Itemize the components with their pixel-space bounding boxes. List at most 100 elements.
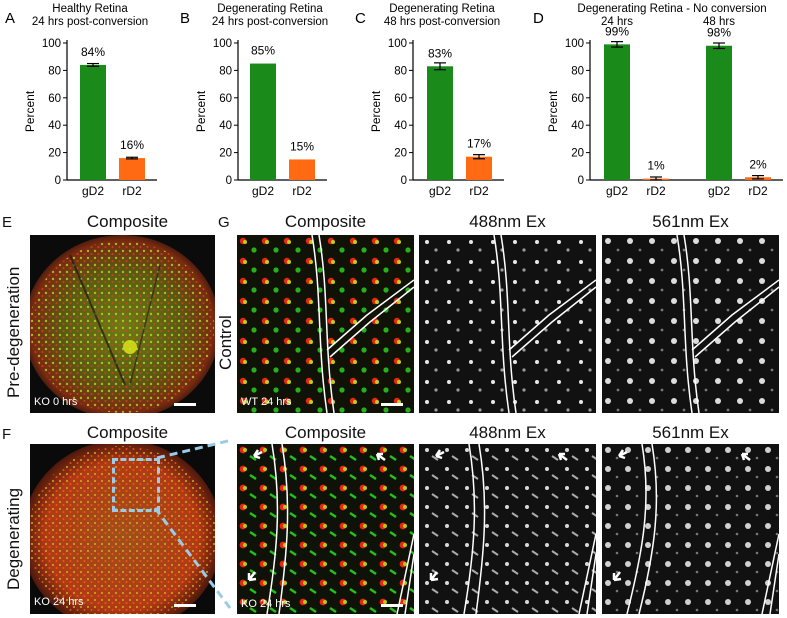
panel-F-title: Composite — [86, 423, 169, 442]
panel-label: B — [180, 10, 190, 27]
group-label: 24 hrs — [601, 16, 633, 28]
column-title-composite: Composite — [284, 212, 367, 231]
y-axis-label: Percent — [546, 90, 560, 132]
y-tick-label: 0 — [55, 175, 61, 187]
x-tick-label: gD2 — [708, 184, 730, 198]
grayscale-micrograph — [602, 235, 779, 413]
composite-micrograph — [237, 444, 414, 614]
y-tick-label: 80 — [571, 65, 584, 77]
y-tick-label: 20 — [394, 148, 407, 160]
bar-gD2 — [706, 45, 732, 180]
y-tick-label: 80 — [219, 65, 232, 77]
scale-bar — [174, 403, 196, 406]
panel-label-G: G — [218, 214, 230, 231]
column-title-561nm: 561nm Ex — [652, 423, 729, 442]
y-axis-label: Percent — [23, 90, 37, 132]
chart-title: Degenerating Retina — [389, 3, 495, 15]
control-488nm-image — [419, 235, 596, 413]
data-label: 17% — [467, 137, 491, 151]
scale-bar — [381, 604, 403, 607]
column-title-488nm: 488nm Ex — [469, 423, 546, 442]
column-title-488nm: 488nm Ex — [469, 212, 546, 231]
bar-gD2 — [604, 44, 630, 181]
x-tick-label: rD2 — [646, 184, 666, 198]
x-tick-label: rD2 — [292, 184, 312, 198]
y-tick-label: 60 — [394, 93, 407, 105]
data-label: 2% — [749, 157, 767, 171]
panel-label-F: F — [2, 426, 12, 443]
grayscale-micrograph — [419, 235, 596, 413]
x-tick-label: rD2 — [469, 184, 489, 198]
panel-label-E: E — [2, 214, 13, 231]
retina-image-degenerating: KO 24 hrs — [30, 444, 215, 614]
chart-subtitle: 48 hrs post-conversion — [384, 16, 500, 28]
caption-degenerating: KO 24 hrs — [241, 598, 291, 610]
scale-bar — [381, 403, 403, 406]
x-tick-label: gD2 — [429, 184, 451, 198]
x-tick-label: rD2 — [122, 184, 142, 198]
y-tick-label: 20 — [571, 148, 584, 160]
bar-rD2 — [289, 159, 315, 180]
scale-bar — [174, 604, 196, 607]
y-tick-label: 40 — [394, 120, 407, 132]
x-tick-label: gD2 — [82, 184, 104, 198]
y-tick-label: 100 — [565, 38, 584, 50]
bar-rD2 — [466, 156, 492, 180]
row-label-control: Control — [216, 315, 235, 370]
bar-rD2 — [119, 158, 145, 180]
y-tick-label: 60 — [571, 93, 584, 105]
control-composite-image: WT 24 hrs — [237, 235, 414, 413]
degenerating-composite-image: KO 24 hrs — [237, 444, 414, 614]
y-tick-label: 0 — [578, 175, 584, 187]
control-561nm-image — [602, 235, 779, 413]
y-tick-label: 80 — [394, 65, 407, 77]
y-tick-label: 0 — [226, 175, 232, 187]
column-title-composite: Composite — [284, 423, 367, 442]
y-tick-label: 100 — [388, 38, 407, 50]
panel-label: D — [533, 10, 544, 27]
y-axis-label: Percent — [369, 90, 383, 132]
bar-gD2 — [80, 64, 106, 180]
chart-title: Degenerating Retina — [217, 3, 323, 15]
data-label: 15% — [290, 139, 314, 153]
retina-flatmount-image — [30, 235, 215, 413]
data-label: 99% — [605, 24, 629, 38]
y-tick-label: 20 — [48, 148, 61, 160]
x-tick-label: gD2 — [252, 184, 274, 198]
y-tick-label: 60 — [48, 93, 61, 105]
y-tick-label: 0 — [401, 175, 407, 187]
panel-E-title: Composite — [86, 212, 169, 231]
data-label: 16% — [120, 138, 144, 152]
bar-gD2 — [250, 63, 276, 180]
data-label: 1% — [647, 159, 665, 173]
x-tick-label: gD2 — [606, 184, 628, 198]
degenerating-488nm-image — [419, 444, 596, 614]
grayscale-micrograph — [419, 444, 596, 614]
data-label: 85% — [251, 44, 275, 58]
y-tick-label: 60 — [219, 93, 232, 105]
retina-flatmount-image — [30, 444, 215, 614]
caption-E: KO 0 hrs — [34, 396, 78, 408]
bar-gD2 — [427, 66, 453, 180]
column-title-561nm: 561nm Ex — [652, 212, 729, 231]
data-label: 84% — [81, 45, 105, 59]
panel-label: C — [355, 10, 366, 27]
chart-title: Degenerating Retina - No conversion — [577, 3, 766, 15]
data-label: 83% — [428, 46, 452, 60]
y-tick-label: 40 — [219, 120, 232, 132]
degenerating-561nm-image — [602, 444, 779, 614]
y-tick-label: 80 — [48, 65, 61, 77]
panel-label: A — [5, 10, 15, 27]
zoom-region-box — [112, 458, 160, 512]
composite-micrograph — [237, 235, 414, 413]
grayscale-micrograph — [602, 444, 779, 614]
retina-image-pre-degeneration: KO 0 hrs — [30, 235, 215, 413]
caption-F: KO 24 hrs — [34, 596, 84, 608]
caption-control: WT 24 hrs — [241, 396, 292, 408]
y-tick-label: 100 — [213, 38, 232, 50]
group-label: 48 hrs — [703, 16, 735, 28]
y-tick-label: 100 — [42, 38, 61, 50]
y-tick-label: 40 — [48, 120, 61, 132]
